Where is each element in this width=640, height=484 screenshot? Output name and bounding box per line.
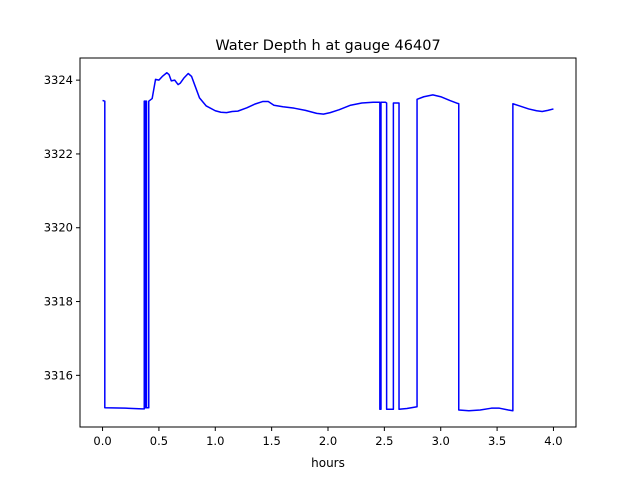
x-axis-label: hours [311, 456, 345, 470]
x-tick-label: 1.0 [206, 434, 224, 448]
chart-title: Water Depth h at gauge 46407 [215, 38, 440, 54]
plot-area: 0.0 0.5 1.0 1.5 2.0 2.5 3.0 3.5 4.0 3316 3318 3320 3… [44, 57, 577, 448]
x-tick-label: 0.0 [93, 434, 111, 448]
series-line-0 [102, 72, 554, 412]
y-tick-label: 3322 [44, 147, 73, 161]
x-tick-label: 1.5 [262, 434, 280, 448]
y-tick-label: 3320 [44, 221, 73, 235]
y-tick-label: 3318 [44, 295, 73, 309]
x-tick-label: 4.0 [544, 434, 562, 448]
x-tick-label: 0.5 [150, 434, 168, 448]
y-tick-label: 3324 [44, 73, 73, 87]
y-tick-label: 3316 [44, 368, 73, 382]
x-tick-label: 2.5 [375, 434, 393, 448]
x-tick-label: 3.0 [432, 434, 450, 448]
x-tick-label: 3.5 [488, 434, 506, 448]
x-tick-label: 2.0 [319, 434, 337, 448]
